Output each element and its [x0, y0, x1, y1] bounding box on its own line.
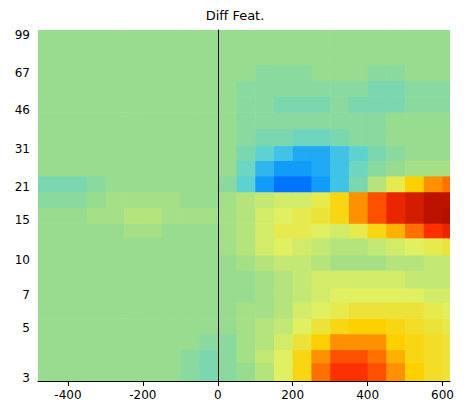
- svg-text:10: 10: [15, 253, 30, 267]
- svg-text:Diff Feat.: Diff Feat.: [206, 8, 265, 23]
- svg-text:3: 3: [22, 371, 30, 385]
- svg-text:400: 400: [356, 388, 379, 402]
- svg-text:15: 15: [15, 213, 30, 227]
- svg-text:67: 67: [15, 66, 30, 80]
- svg-text:200: 200: [281, 388, 304, 402]
- svg-text:31: 31: [15, 142, 30, 156]
- svg-text:21: 21: [15, 180, 30, 194]
- svg-text:7: 7: [22, 288, 30, 302]
- svg-text:600: 600: [431, 388, 454, 402]
- svg-text:99: 99: [15, 28, 30, 42]
- svg-text:46: 46: [15, 103, 30, 117]
- svg-text:-200: -200: [129, 388, 156, 402]
- svg-text:0: 0: [214, 388, 222, 402]
- svg-text:5: 5: [22, 321, 30, 335]
- svg-text:-400: -400: [54, 388, 81, 402]
